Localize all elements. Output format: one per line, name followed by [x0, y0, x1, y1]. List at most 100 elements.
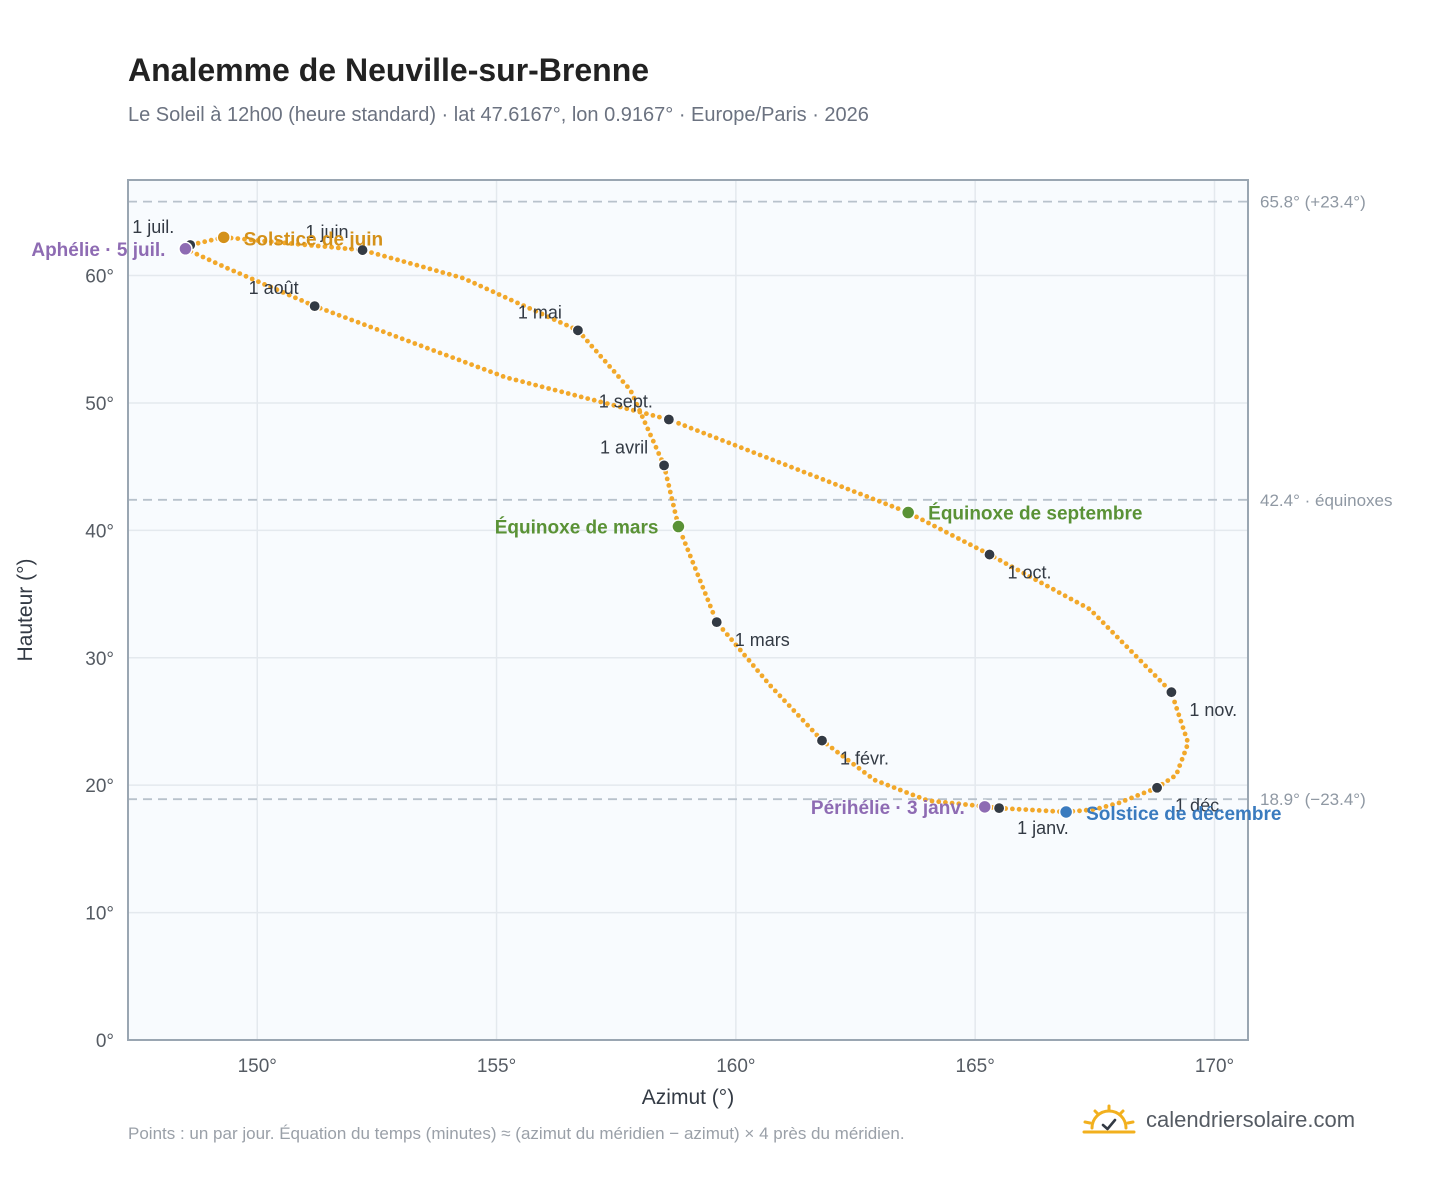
daily-point: [713, 435, 719, 441]
daily-point: [1171, 774, 1176, 780]
daily-point: [490, 289, 496, 295]
daily-point: [729, 637, 734, 643]
daily-point: [833, 481, 838, 487]
daily-point: [1179, 756, 1185, 762]
daily-point: [598, 399, 604, 405]
daily-point: [1003, 561, 1009, 566]
event-marker: [1058, 804, 1074, 820]
daily-point: [255, 238, 261, 243]
daily-point: [820, 477, 826, 482]
daily-point: [500, 374, 506, 379]
daily-point: [751, 450, 757, 455]
month-marker: [308, 300, 321, 313]
daily-point: [611, 369, 617, 374]
daily-point: [393, 334, 399, 339]
daily-point: [634, 401, 640, 407]
daily-point: [466, 278, 471, 283]
daily-point: [484, 286, 490, 292]
daily-point: [324, 308, 329, 313]
daily-point: [1021, 570, 1027, 576]
month-marker: [710, 616, 723, 629]
daily-point: [1184, 744, 1190, 750]
daily-point: [427, 266, 433, 272]
daily-point: [956, 536, 961, 541]
daily-point: [938, 526, 943, 532]
daily-point: [399, 336, 405, 342]
daily-point: [685, 547, 691, 553]
daily-point: [759, 673, 765, 679]
daily-point: [628, 389, 634, 395]
daily-point: [1010, 806, 1015, 812]
daily-point: [611, 402, 617, 408]
daily-point: [1023, 807, 1029, 812]
daily-point: [801, 469, 807, 475]
daily-point: [885, 782, 891, 788]
daily-point: [650, 413, 656, 418]
daily-point: [835, 749, 840, 755]
daily-point: [763, 678, 769, 684]
daily-point: [910, 792, 916, 798]
month-marker: [983, 548, 996, 561]
y-axis-label: Hauteur (°): [14, 559, 37, 662]
daily-point: [200, 254, 206, 260]
daily-point: [362, 322, 367, 328]
daily-point: [481, 366, 487, 372]
daily-point: [1129, 649, 1134, 654]
daily-point: [1097, 805, 1102, 811]
daily-point: [671, 502, 676, 508]
daily-point: [1045, 583, 1050, 589]
daily-point: [697, 578, 703, 584]
x-tick-label: 170°: [1195, 1056, 1234, 1077]
daily-point: [502, 294, 508, 300]
reference-line-label: 18.9° (−23.4°): [1260, 790, 1366, 809]
daily-point: [631, 395, 637, 401]
daily-point: [507, 376, 512, 381]
daily-point: [539, 384, 545, 390]
brand[interactable]: calendriersolaire.com: [1082, 1104, 1355, 1136]
daily-point: [617, 404, 623, 410]
daily-point: [1135, 793, 1141, 798]
daily-point: [667, 489, 673, 495]
daily-point: [1016, 806, 1022, 812]
daily-point: [1030, 807, 1035, 813]
daily-point: [299, 298, 304, 303]
daily-point: [1050, 586, 1056, 592]
daily-point: [669, 496, 675, 501]
event-label: Solstice de décembre: [1086, 804, 1281, 825]
daily-point: [692, 566, 698, 571]
daily-point: [440, 270, 446, 275]
daily-point: [682, 423, 688, 429]
daily-point: [701, 430, 707, 436]
daily-point: [666, 483, 672, 488]
x-axis-label: Azimut (°): [642, 1086, 734, 1109]
daily-point: [710, 609, 716, 615]
daily-point: [256, 279, 261, 285]
daily-point: [1080, 603, 1086, 608]
daily-point: [408, 261, 413, 266]
daily-point: [478, 283, 484, 289]
daily-point: [195, 240, 201, 246]
month-marker: [356, 243, 369, 257]
daily-point: [1162, 682, 1167, 688]
month-marker: [1150, 781, 1164, 794]
daily-point: [789, 464, 794, 470]
daily-point: [508, 297, 514, 303]
daily-point: [782, 698, 787, 704]
daily-point: [1077, 808, 1082, 814]
daily-point: [1119, 639, 1125, 645]
daily-point: [657, 414, 662, 420]
daily-point: [963, 802, 968, 807]
daily-point: [1062, 593, 1068, 599]
daily-point: [648, 432, 653, 438]
plot-area: [128, 180, 1248, 1040]
daily-point: [280, 290, 286, 295]
daily-point: [368, 324, 374, 330]
daily-point: [705, 597, 711, 603]
daily-point: [829, 745, 835, 751]
daily-point: [237, 271, 243, 276]
x-tick-label: 150°: [238, 1056, 277, 1077]
daily-point: [929, 798, 935, 804]
y-tick-label: 40°: [85, 521, 114, 542]
daily-point: [962, 539, 967, 544]
